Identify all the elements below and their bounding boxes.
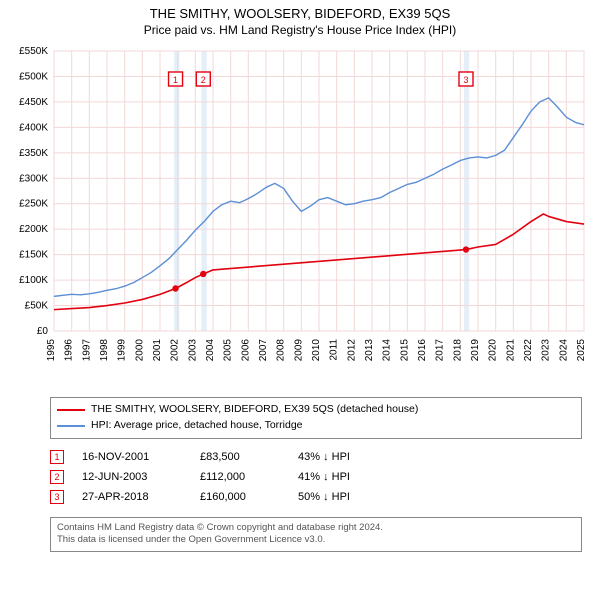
svg-text:2008: 2008 (276, 339, 287, 362)
svg-text:2025: 2025 (576, 339, 587, 362)
svg-text:2000: 2000 (134, 339, 145, 362)
sale-row: 1 16-NOV-2001 £83,500 43% ↓ HPI (50, 447, 582, 467)
sale-marker-icon: 2 (50, 470, 64, 484)
svg-text:2021: 2021 (505, 339, 516, 362)
sale-date: 27-APR-2018 (82, 491, 182, 503)
svg-text:£0: £0 (37, 326, 49, 337)
legend: THE SMITHY, WOOLSERY, BIDEFORD, EX39 5QS… (50, 397, 582, 439)
chart-subtitle: Price paid vs. HM Land Registry's House … (6, 23, 594, 37)
svg-text:£100K: £100K (19, 275, 48, 286)
svg-text:£300K: £300K (19, 173, 48, 184)
svg-text:£400K: £400K (19, 122, 48, 133)
sale-date: 16-NOV-2001 (82, 451, 182, 463)
legend-swatch-2 (57, 425, 85, 427)
sale-price: £112,000 (200, 471, 280, 483)
svg-text:2004: 2004 (205, 339, 216, 362)
svg-text:£500K: £500K (19, 71, 48, 82)
svg-text:2010: 2010 (311, 339, 322, 362)
svg-text:£450K: £450K (19, 97, 48, 108)
svg-text:2012: 2012 (346, 339, 357, 362)
svg-text:2013: 2013 (364, 339, 375, 362)
sale-row: 2 12-JUN-2003 £112,000 41% ↓ HPI (50, 467, 582, 487)
svg-text:2024: 2024 (558, 339, 569, 362)
chart-title: THE SMITHY, WOOLSERY, BIDEFORD, EX39 5QS (6, 6, 594, 21)
sale-price: £83,500 (200, 451, 280, 463)
svg-text:2016: 2016 (417, 339, 428, 362)
footer-line-2: This data is licensed under the Open Gov… (57, 534, 575, 547)
svg-text:£250K: £250K (19, 199, 48, 210)
legend-label-1: THE SMITHY, WOOLSERY, BIDEFORD, EX39 5QS… (91, 402, 418, 418)
sale-row: 3 27-APR-2018 £160,000 50% ↓ HPI (50, 487, 582, 507)
sale-marker-icon: 3 (50, 490, 64, 504)
svg-text:2007: 2007 (258, 339, 269, 362)
svg-text:1: 1 (173, 75, 178, 85)
svg-text:2023: 2023 (541, 339, 552, 362)
svg-text:2022: 2022 (523, 339, 534, 362)
svg-text:1999: 1999 (117, 339, 128, 362)
svg-text:2006: 2006 (240, 339, 251, 362)
legend-row: HPI: Average price, detached house, Torr… (57, 418, 575, 434)
svg-text:3: 3 (463, 75, 468, 85)
sale-marker-icon: 1 (50, 450, 64, 464)
svg-text:2001: 2001 (152, 339, 163, 362)
titles: THE SMITHY, WOOLSERY, BIDEFORD, EX39 5QS… (6, 6, 594, 37)
svg-text:2002: 2002 (170, 339, 181, 362)
svg-text:2019: 2019 (470, 339, 481, 362)
chart-plot-area: £0 £50K £100K £150K £200K £250K £300K £350K £400… (6, 43, 594, 393)
svg-text:2009: 2009 (293, 339, 304, 362)
svg-text:1998: 1998 (99, 339, 110, 362)
chart-svg: £0 £50K £100K £150K £200K £250K £300K £350K £400… (6, 43, 594, 393)
sale-date: 12-JUN-2003 (82, 471, 182, 483)
svg-text:1996: 1996 (64, 339, 75, 362)
sale-price: £160,000 (200, 491, 280, 503)
svg-text:1997: 1997 (81, 339, 92, 362)
svg-text:2020: 2020 (488, 339, 499, 362)
footer-attribution: Contains HM Land Registry data © Crown c… (50, 517, 582, 553)
svg-text:2017: 2017 (435, 339, 446, 362)
sales-table: 1 16-NOV-2001 £83,500 43% ↓ HPI 2 12-JUN… (50, 447, 582, 507)
sale-diff: 50% ↓ HPI (298, 491, 350, 503)
svg-text:2: 2 (201, 75, 206, 85)
chart-container: THE SMITHY, WOOLSERY, BIDEFORD, EX39 5QS… (0, 0, 600, 590)
svg-text:2018: 2018 (452, 339, 463, 362)
legend-label-2: HPI: Average price, detached house, Torr… (91, 418, 303, 434)
svg-text:£150K: £150K (19, 250, 48, 261)
legend-row: THE SMITHY, WOOLSERY, BIDEFORD, EX39 5QS… (57, 402, 575, 418)
svg-text:2014: 2014 (382, 339, 393, 362)
svg-text:£200K: £200K (19, 224, 48, 235)
footer-line-1: Contains HM Land Registry data © Crown c… (57, 522, 575, 535)
sale-diff: 43% ↓ HPI (298, 451, 350, 463)
svg-text:£50K: £50K (25, 301, 49, 312)
svg-text:2011: 2011 (329, 339, 340, 361)
sale-diff: 41% ↓ HPI (298, 471, 350, 483)
svg-text:£350K: £350K (19, 148, 48, 159)
svg-text:1995: 1995 (46, 339, 57, 362)
legend-swatch-1 (57, 409, 85, 411)
svg-text:£550K: £550K (19, 46, 48, 57)
svg-text:2005: 2005 (223, 339, 234, 362)
svg-text:2015: 2015 (399, 339, 410, 362)
svg-text:2003: 2003 (187, 339, 198, 362)
